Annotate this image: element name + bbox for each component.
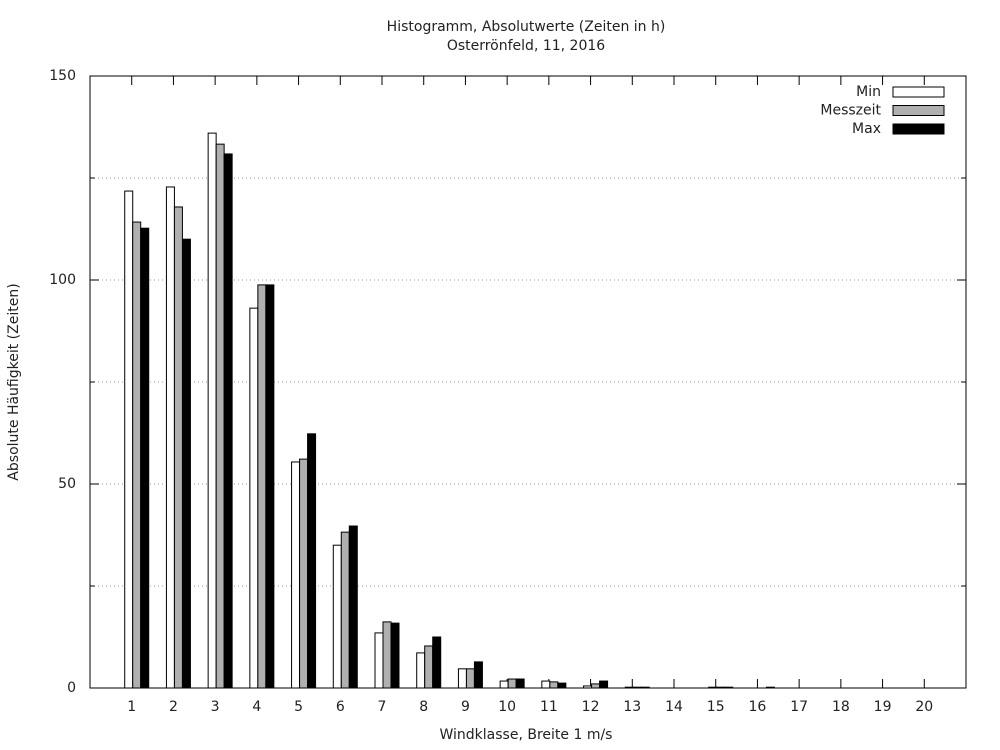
bar [374, 632, 384, 689]
bar [424, 645, 434, 689]
bar [340, 531, 350, 689]
bar [549, 681, 559, 689]
y-tick-label: 0 [67, 680, 76, 696]
x-tick-label: 12 [582, 699, 600, 715]
x-tick-label: 16 [749, 699, 767, 715]
x-tick-label: 1 [127, 699, 136, 715]
x-tick-label: 2 [169, 699, 178, 715]
x-tick-label: 17 [790, 699, 808, 715]
x-tick-label: 11 [540, 699, 558, 715]
bar [307, 433, 317, 689]
legend-label: Min [856, 84, 881, 100]
bar [173, 206, 183, 689]
bar [132, 221, 142, 689]
y-axis-label: Absolute Häufigkeit (Zeiten) [6, 283, 22, 480]
bar [257, 284, 267, 689]
bar [299, 458, 309, 689]
x-tick-label: 18 [832, 699, 850, 715]
bar [557, 682, 567, 689]
bar [416, 652, 426, 689]
bar [140, 227, 150, 689]
bar [591, 683, 601, 689]
chart-title: Histogramm, Absolutwerte (Zeiten in h) [387, 19, 666, 35]
bar [382, 621, 392, 689]
x-tick-label: 6 [336, 699, 345, 715]
bar [541, 680, 551, 689]
plot-border [89, 75, 967, 689]
bar [507, 678, 517, 689]
x-tick-label: 13 [623, 699, 641, 715]
bar [465, 668, 475, 689]
bar [215, 143, 225, 689]
x-axis-label: Windklasse, Breite 1 m/s [440, 727, 613, 743]
x-tick-label: 5 [294, 699, 303, 715]
x-tick-label: 9 [461, 699, 470, 715]
legend-swatch [892, 105, 945, 116]
bar [124, 190, 134, 689]
chart-subtitle: Osterrönfeld, 11, 2016 [447, 38, 605, 54]
bar [332, 544, 342, 689]
legend-label: Messzeit [820, 103, 881, 119]
bar [390, 622, 400, 689]
bar [432, 636, 442, 689]
legend-swatch [892, 86, 945, 98]
x-tick-label: 8 [419, 699, 428, 715]
y-tick-label: 50 [58, 476, 76, 492]
y-tick-label: 150 [49, 68, 76, 84]
bar [599, 680, 609, 689]
x-tick-label: 10 [498, 699, 516, 715]
bar [265, 284, 275, 689]
bar [291, 461, 301, 689]
bar [223, 153, 233, 689]
bar [348, 525, 358, 689]
bar [165, 186, 175, 689]
legend-label: Max [852, 121, 881, 137]
x-tick-label: 15 [707, 699, 725, 715]
x-tick-label: 4 [252, 699, 261, 715]
legend-swatch [892, 123, 945, 135]
x-tick-label: 20 [915, 699, 933, 715]
x-tick-label: 14 [665, 699, 683, 715]
bar [457, 668, 467, 689]
x-tick-label: 19 [874, 699, 892, 715]
x-tick-label: 3 [211, 699, 220, 715]
x-tick-label: 7 [378, 699, 387, 715]
bar [207, 132, 217, 689]
y-tick-label: 100 [49, 272, 76, 288]
bar [499, 680, 509, 689]
bar [515, 678, 525, 689]
bar [181, 238, 191, 689]
bar [249, 307, 259, 689]
bar [473, 661, 483, 689]
